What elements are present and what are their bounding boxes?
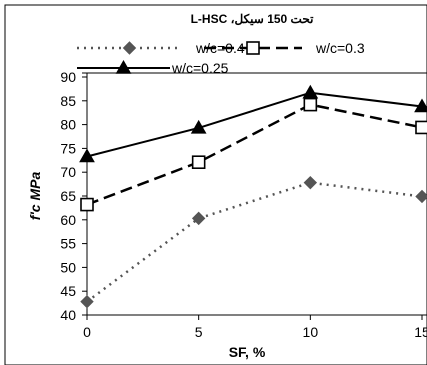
y-tick-label: 45: [60, 283, 76, 299]
x-tick-label: 10: [303, 324, 319, 340]
x-tick-label: 0: [83, 324, 91, 340]
y-tick-label: 55: [60, 236, 76, 252]
x-tick-label: 5: [195, 324, 203, 340]
legend-marker: [115, 59, 132, 74]
y-tick-label: 90: [60, 69, 76, 85]
series-line: [86, 91, 423, 158]
y-tick-label: 40: [60, 307, 76, 323]
chart-title: تحت 150 سيكل، L-HSC: [191, 12, 315, 26]
plot-area: 40 45 50 55 60 65 70 75 80 85 90 0 5 10 15 f'c MPa: [27, 69, 427, 340]
legend-marker: [246, 41, 260, 55]
data-point: [302, 84, 319, 99]
x-axis-title: SF, %: [229, 344, 266, 360]
data-point: [191, 211, 206, 226]
data-point: [190, 119, 207, 134]
y-axis-title: f'c MPa: [27, 172, 43, 221]
data-point: [414, 98, 427, 113]
series-line: [86, 181, 423, 303]
legend-marker: [122, 41, 137, 55]
data-point: [415, 120, 427, 135]
y-tick-label: 60: [60, 212, 76, 228]
y-tick-label: 75: [60, 140, 76, 156]
data-point: [80, 197, 94, 212]
y-tick-label: 85: [60, 93, 76, 109]
legend-label: w/c=0.3: [315, 40, 365, 56]
legend: w/c=0.4 w/c=0.3 w/c=0.25: [77, 40, 365, 76]
data-point: [415, 189, 427, 204]
data-point: [80, 294, 94, 309]
legend-label: w/c=0.4: [195, 40, 245, 56]
data-point: [191, 155, 206, 170]
data-point: [303, 97, 318, 112]
data-point: [79, 148, 95, 163]
series-line: [86, 103, 423, 206]
data-point: [303, 175, 318, 190]
legend-label: w/c=0.25: [171, 60, 229, 76]
y-tick-label: 80: [60, 117, 76, 133]
y-tick-label: 50: [60, 259, 76, 275]
x-tick-label: 15: [414, 324, 427, 340]
y-tick-label: 70: [60, 164, 76, 180]
y-tick-label: 65: [60, 188, 76, 204]
chart-frame: [4, 4, 427, 365]
